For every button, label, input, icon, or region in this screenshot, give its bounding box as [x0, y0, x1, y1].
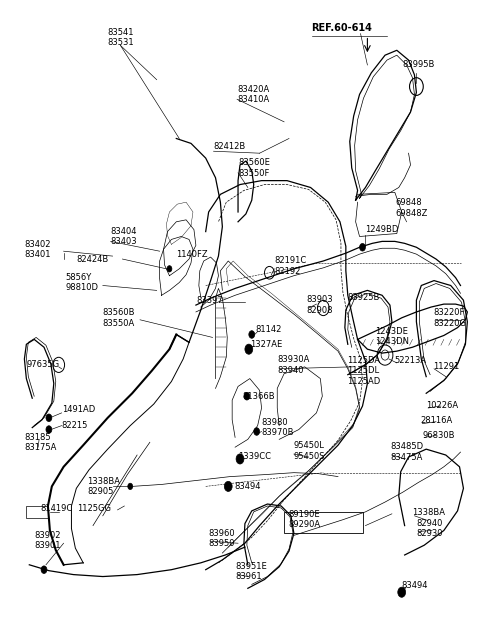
Circle shape — [236, 454, 244, 464]
Text: 82215: 82215 — [61, 421, 88, 430]
Text: 81142: 81142 — [256, 325, 282, 334]
Text: REF.60-614: REF.60-614 — [312, 23, 372, 33]
Circle shape — [46, 426, 52, 433]
Text: 83494: 83494 — [402, 581, 428, 590]
Text: 1243DE
1243DN: 1243DE 1243DN — [375, 327, 409, 346]
Text: 95450L
95450S: 95450L 95450S — [294, 441, 325, 461]
Text: 83925B: 83925B — [348, 293, 380, 301]
Text: 83902
83901: 83902 83901 — [34, 530, 60, 550]
Text: 69848
69848Z: 69848 69848Z — [396, 198, 428, 218]
Circle shape — [398, 587, 406, 597]
Text: 83185
83175A: 83185 83175A — [24, 433, 57, 452]
Text: 81366B: 81366B — [242, 392, 275, 400]
Text: 83404
83403: 83404 83403 — [110, 227, 137, 246]
Bar — [26, 506, 48, 517]
Text: 83420A
83410A: 83420A 83410A — [237, 85, 269, 104]
Text: 97635G: 97635G — [26, 360, 60, 370]
Text: 1140FZ: 1140FZ — [176, 249, 208, 259]
Text: 83995B: 83995B — [403, 61, 435, 69]
Text: 83397: 83397 — [196, 296, 223, 305]
Text: 83402
83401: 83402 83401 — [24, 240, 51, 259]
Text: 83560B
83550A: 83560B 83550A — [103, 308, 135, 327]
Text: 10226A: 10226A — [426, 400, 458, 410]
Text: 83494: 83494 — [234, 482, 261, 491]
Text: 11291: 11291 — [433, 362, 459, 371]
Text: 1249BD: 1249BD — [365, 225, 399, 234]
Circle shape — [46, 414, 52, 422]
Text: 1339CC: 1339CC — [238, 452, 271, 462]
Text: 81419C: 81419C — [40, 504, 72, 513]
Text: 5856Y
98810D: 5856Y 98810D — [66, 273, 98, 292]
Text: 1125GG: 1125GG — [77, 504, 111, 513]
Circle shape — [226, 483, 231, 490]
Text: 1338BA: 1338BA — [412, 508, 445, 517]
Circle shape — [41, 566, 47, 573]
Text: 82412B: 82412B — [214, 142, 246, 151]
Text: 82191C
82192: 82191C 82192 — [274, 256, 307, 275]
Text: 83980
83970B: 83980 83970B — [262, 418, 294, 437]
Text: 83541
83531: 83541 83531 — [107, 28, 134, 47]
Text: 1125DA
1125DL
1125AD: 1125DA 1125DL 1125AD — [347, 356, 380, 386]
Text: 1338BA
82905: 1338BA 82905 — [87, 477, 120, 496]
Circle shape — [254, 428, 260, 435]
Text: 82940
82930: 82940 82930 — [416, 519, 443, 539]
Circle shape — [128, 483, 132, 490]
Circle shape — [245, 344, 253, 354]
Text: 83951E
83961: 83951E 83961 — [235, 562, 267, 581]
Text: 96830B: 96830B — [422, 431, 455, 440]
Text: 83903
82908: 83903 82908 — [307, 295, 333, 315]
Text: 52213A: 52213A — [395, 357, 427, 365]
FancyBboxPatch shape — [284, 512, 362, 534]
Text: 83485D
83475A: 83485D 83475A — [390, 443, 423, 462]
Text: 83960
83950: 83960 83950 — [209, 529, 235, 548]
Text: 1327AE: 1327AE — [250, 340, 282, 348]
Circle shape — [249, 331, 255, 338]
Text: 1491AD: 1491AD — [61, 405, 95, 415]
Text: 82424B: 82424B — [76, 254, 108, 264]
Text: 89190E
89290A: 89190E 89290A — [288, 510, 320, 529]
Circle shape — [244, 392, 250, 400]
Text: 83930A
83940: 83930A 83940 — [277, 355, 310, 374]
Text: 28116A: 28116A — [420, 416, 453, 425]
Text: 83560E
83550F: 83560E 83550F — [238, 158, 270, 178]
Circle shape — [167, 266, 172, 272]
Circle shape — [224, 482, 232, 491]
Circle shape — [360, 243, 365, 251]
Text: 83220F
83220G: 83220F 83220G — [433, 308, 466, 327]
